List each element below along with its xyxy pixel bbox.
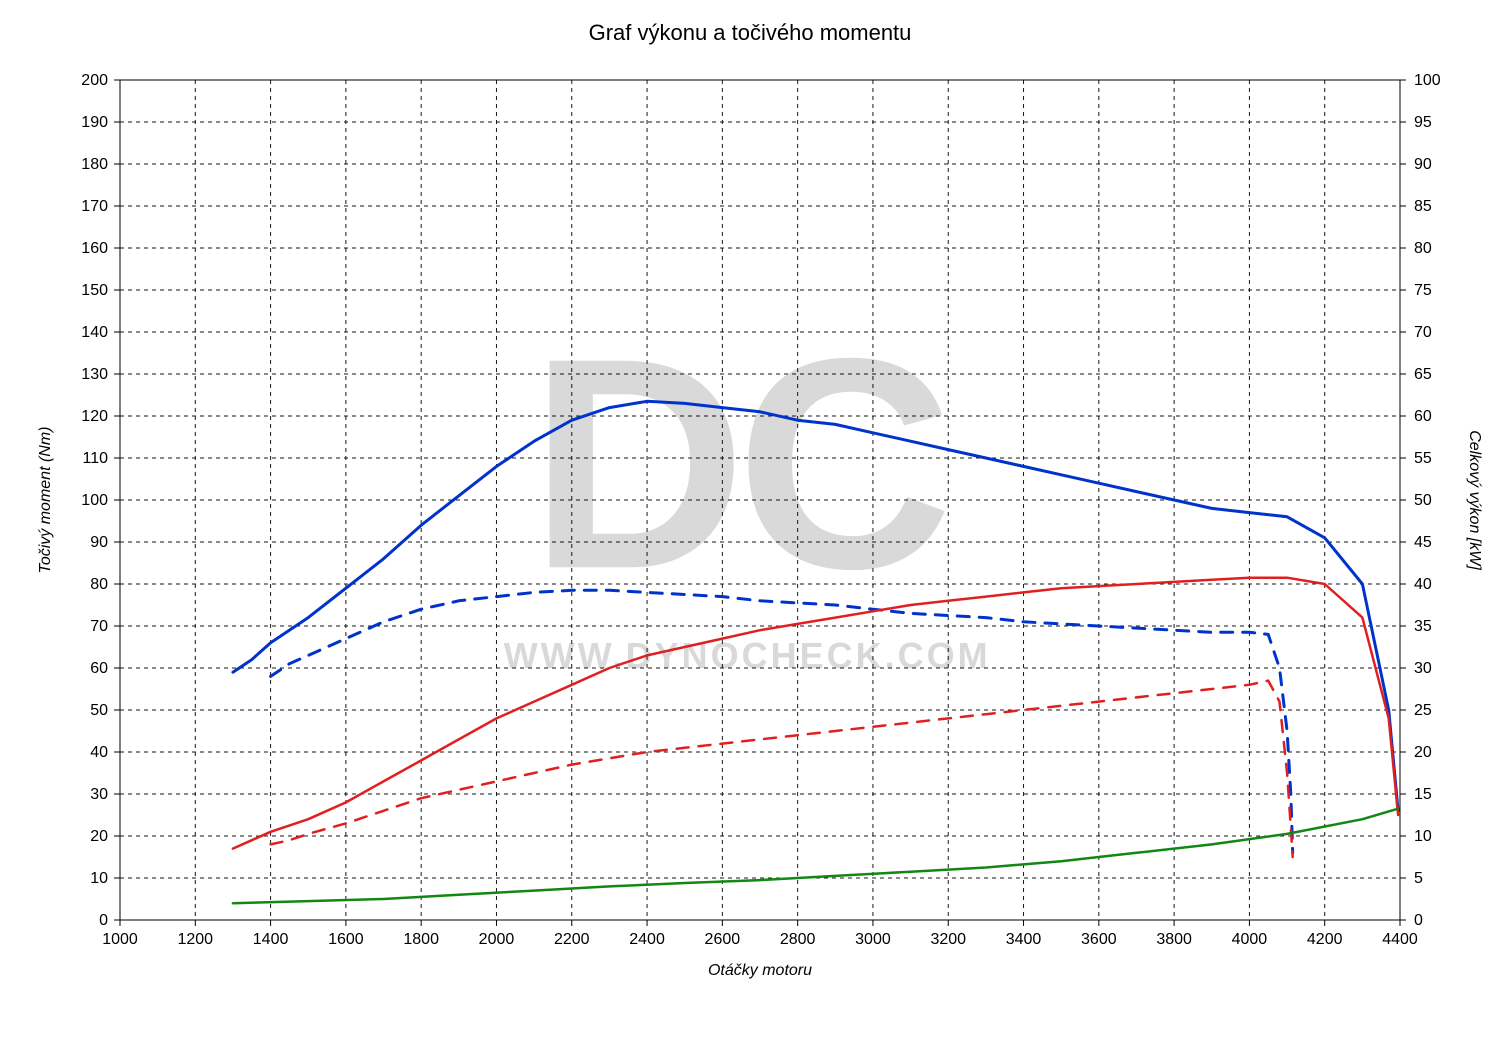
y-left-tick-label: 170: [81, 198, 108, 215]
x-tick-label: 1400: [253, 931, 289, 948]
y-left-tick-label: 10: [90, 870, 108, 887]
y-left-tick-label: 60: [90, 660, 108, 677]
y-right-tick-label: 10: [1414, 828, 1432, 845]
chart-title: Graf výkonu a točivého momentu: [589, 20, 912, 45]
y-left-tick-label: 140: [81, 324, 108, 341]
y-right-tick-label: 30: [1414, 660, 1432, 677]
x-tick-label: 3400: [1006, 931, 1042, 948]
x-tick-label: 2600: [705, 931, 741, 948]
watermark-url-text: WWW.DYNOCHECK.COM: [504, 635, 991, 676]
x-tick-label: 2200: [554, 931, 590, 948]
y-right-tick-label: 100: [1414, 72, 1441, 89]
y-right-tick-label: 65: [1414, 366, 1432, 383]
y-right-tick-label: 15: [1414, 786, 1432, 803]
y-left-tick-label: 40: [90, 744, 108, 761]
y-left-tick-label: 50: [90, 702, 108, 719]
y-left-tick-label: 130: [81, 366, 108, 383]
y-right-tick-label: 75: [1414, 282, 1432, 299]
y-left-tick-label: 180: [81, 156, 108, 173]
y-right-tick-label: 20: [1414, 744, 1432, 761]
y-right-axis-label: Celkový výkon [kW]: [1466, 430, 1483, 570]
x-tick-label: 3600: [1081, 931, 1117, 948]
watermark-dc-text: DC: [530, 295, 948, 631]
y-left-tick-label: 190: [81, 114, 108, 131]
x-tick-label: 1600: [328, 931, 364, 948]
y-right-tick-label: 45: [1414, 534, 1432, 551]
y-right-tick-label: 70: [1414, 324, 1432, 341]
x-tick-label: 1000: [102, 931, 138, 948]
x-tick-label: 2000: [479, 931, 515, 948]
y-left-tick-label: 0: [99, 912, 108, 929]
y-left-tick-label: 120: [81, 408, 108, 425]
y-right-tick-label: 80: [1414, 240, 1432, 257]
y-left-tick-label: 150: [81, 282, 108, 299]
y-left-tick-label: 160: [81, 240, 108, 257]
x-tick-label: 3000: [855, 931, 891, 948]
y-right-tick-label: 5: [1414, 870, 1423, 887]
x-axis-label: Otáčky motoru: [708, 962, 812, 979]
y-left-tick-label: 20: [90, 828, 108, 845]
y-right-tick-label: 85: [1414, 198, 1432, 215]
y-left-tick-label: 90: [90, 534, 108, 551]
watermark: DCWWW.DYNOCHECK.COM: [504, 295, 991, 676]
x-tick-label: 4200: [1307, 931, 1343, 948]
y-right-tick-label: 95: [1414, 114, 1432, 131]
x-tick-label: 1800: [403, 931, 439, 948]
y-right-tick-label: 25: [1414, 702, 1432, 719]
y-left-tick-label: 100: [81, 492, 108, 509]
y-right-tick-label: 40: [1414, 576, 1432, 593]
y-left-axis-label: Točivý moment (Nm): [37, 427, 54, 574]
y-right-tick-label: 50: [1414, 492, 1432, 509]
x-tick-label: 1200: [177, 931, 213, 948]
y-right-tick-label: 55: [1414, 450, 1432, 467]
y-right-tick-label: 35: [1414, 618, 1432, 635]
y-left-tick-label: 200: [81, 72, 108, 89]
x-tick-label: 3200: [930, 931, 966, 948]
x-tick-label: 4400: [1382, 931, 1418, 948]
chart-container: DCWWW.DYNOCHECK.COM100012001400160018002…: [0, 0, 1500, 1041]
x-tick-label: 2400: [629, 931, 665, 948]
y-right-tick-label: 90: [1414, 156, 1432, 173]
y-left-tick-label: 30: [90, 786, 108, 803]
y-left-tick-label: 110: [82, 450, 108, 467]
y-left-tick-label: 70: [90, 618, 108, 635]
y-left-tick-label: 80: [90, 576, 108, 593]
y-right-tick-label: 0: [1414, 912, 1423, 929]
x-tick-label: 2800: [780, 931, 816, 948]
y-right-tick-label: 60: [1414, 408, 1432, 425]
x-tick-label: 3800: [1156, 931, 1192, 948]
x-tick-label: 4000: [1232, 931, 1268, 948]
dyno-chart: DCWWW.DYNOCHECK.COM100012001400160018002…: [0, 0, 1500, 1041]
